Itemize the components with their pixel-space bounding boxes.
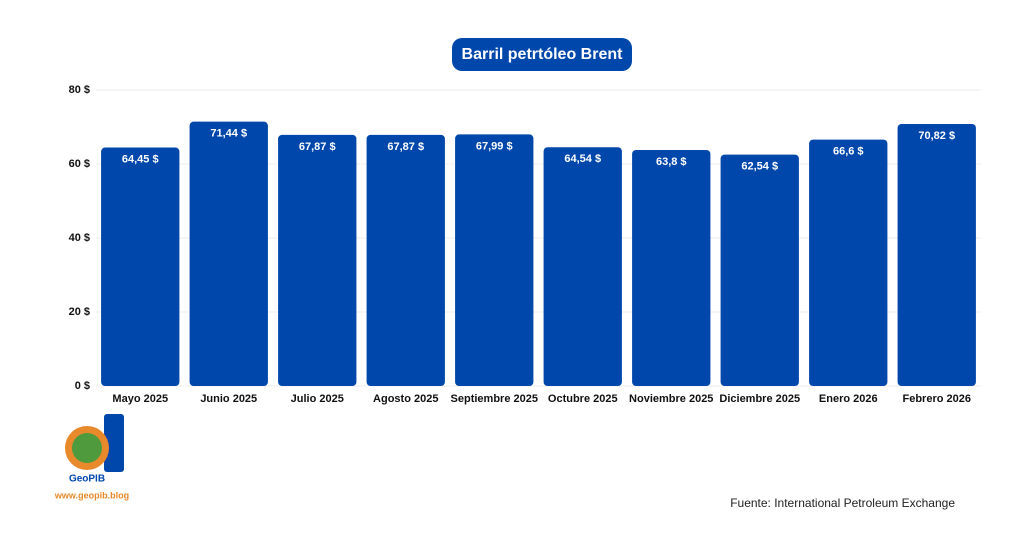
- logo-shape: [104, 414, 124, 472]
- x-tick-label: Noviembre 2025: [629, 393, 713, 405]
- x-tick-label: Octubre 2025: [548, 393, 618, 405]
- value-label: 64,54 $: [564, 153, 601, 165]
- bar: [897, 123, 976, 386]
- chart-title: Barril petrtóleo Brent: [462, 46, 624, 63]
- title-box: [452, 38, 632, 71]
- logo-name: GeoPIB: [69, 474, 105, 485]
- y-tick-label: 60 $: [69, 158, 90, 170]
- x-tick-label: Enero 2026: [819, 393, 878, 405]
- bar: [278, 134, 357, 386]
- value-label: 71,44 $: [210, 128, 247, 140]
- value-label: 67,87 $: [299, 141, 336, 153]
- x-tick-label: Junio 2025: [200, 393, 257, 405]
- value-label: 66,6 $: [833, 145, 864, 157]
- bar: [101, 147, 180, 386]
- x-tick-label: Septiembre 2025: [451, 393, 538, 405]
- x-tick-label: Mayo 2025: [112, 393, 168, 405]
- logo-url: www.geopib.blog: [54, 490, 129, 500]
- bar: [809, 139, 888, 386]
- bar: [189, 121, 268, 386]
- bar: [455, 134, 534, 386]
- bar: [720, 154, 799, 386]
- y-tick-label: 80 $: [69, 84, 90, 96]
- value-label: 64,45 $: [122, 153, 159, 165]
- y-tick-label: 0 $: [75, 380, 90, 392]
- value-label: 67,99 $: [476, 140, 513, 152]
- x-tick-label: Febrero 2026: [903, 393, 971, 405]
- value-label: 67,87 $: [387, 141, 424, 153]
- bar: [543, 147, 622, 386]
- y-tick-label: 40 $: [69, 232, 90, 244]
- y-tick-label: 20 $: [69, 306, 90, 318]
- bar: [632, 149, 711, 386]
- logo: GeoPIB www.geopib.blog: [54, 414, 129, 500]
- logo-shape: [72, 433, 102, 463]
- bar: [366, 134, 445, 386]
- x-tick-label: Diciembre 2025: [719, 393, 800, 405]
- value-label: 70,82 $: [918, 130, 955, 142]
- x-tick-label: Julio 2025: [291, 393, 344, 405]
- source-note: Fuente: International Petroleum Exchange: [730, 496, 955, 510]
- x-tick-label: Agosto 2025: [373, 393, 438, 405]
- value-label: 62,54 $: [741, 161, 778, 173]
- value-label: 63,8 $: [656, 156, 687, 168]
